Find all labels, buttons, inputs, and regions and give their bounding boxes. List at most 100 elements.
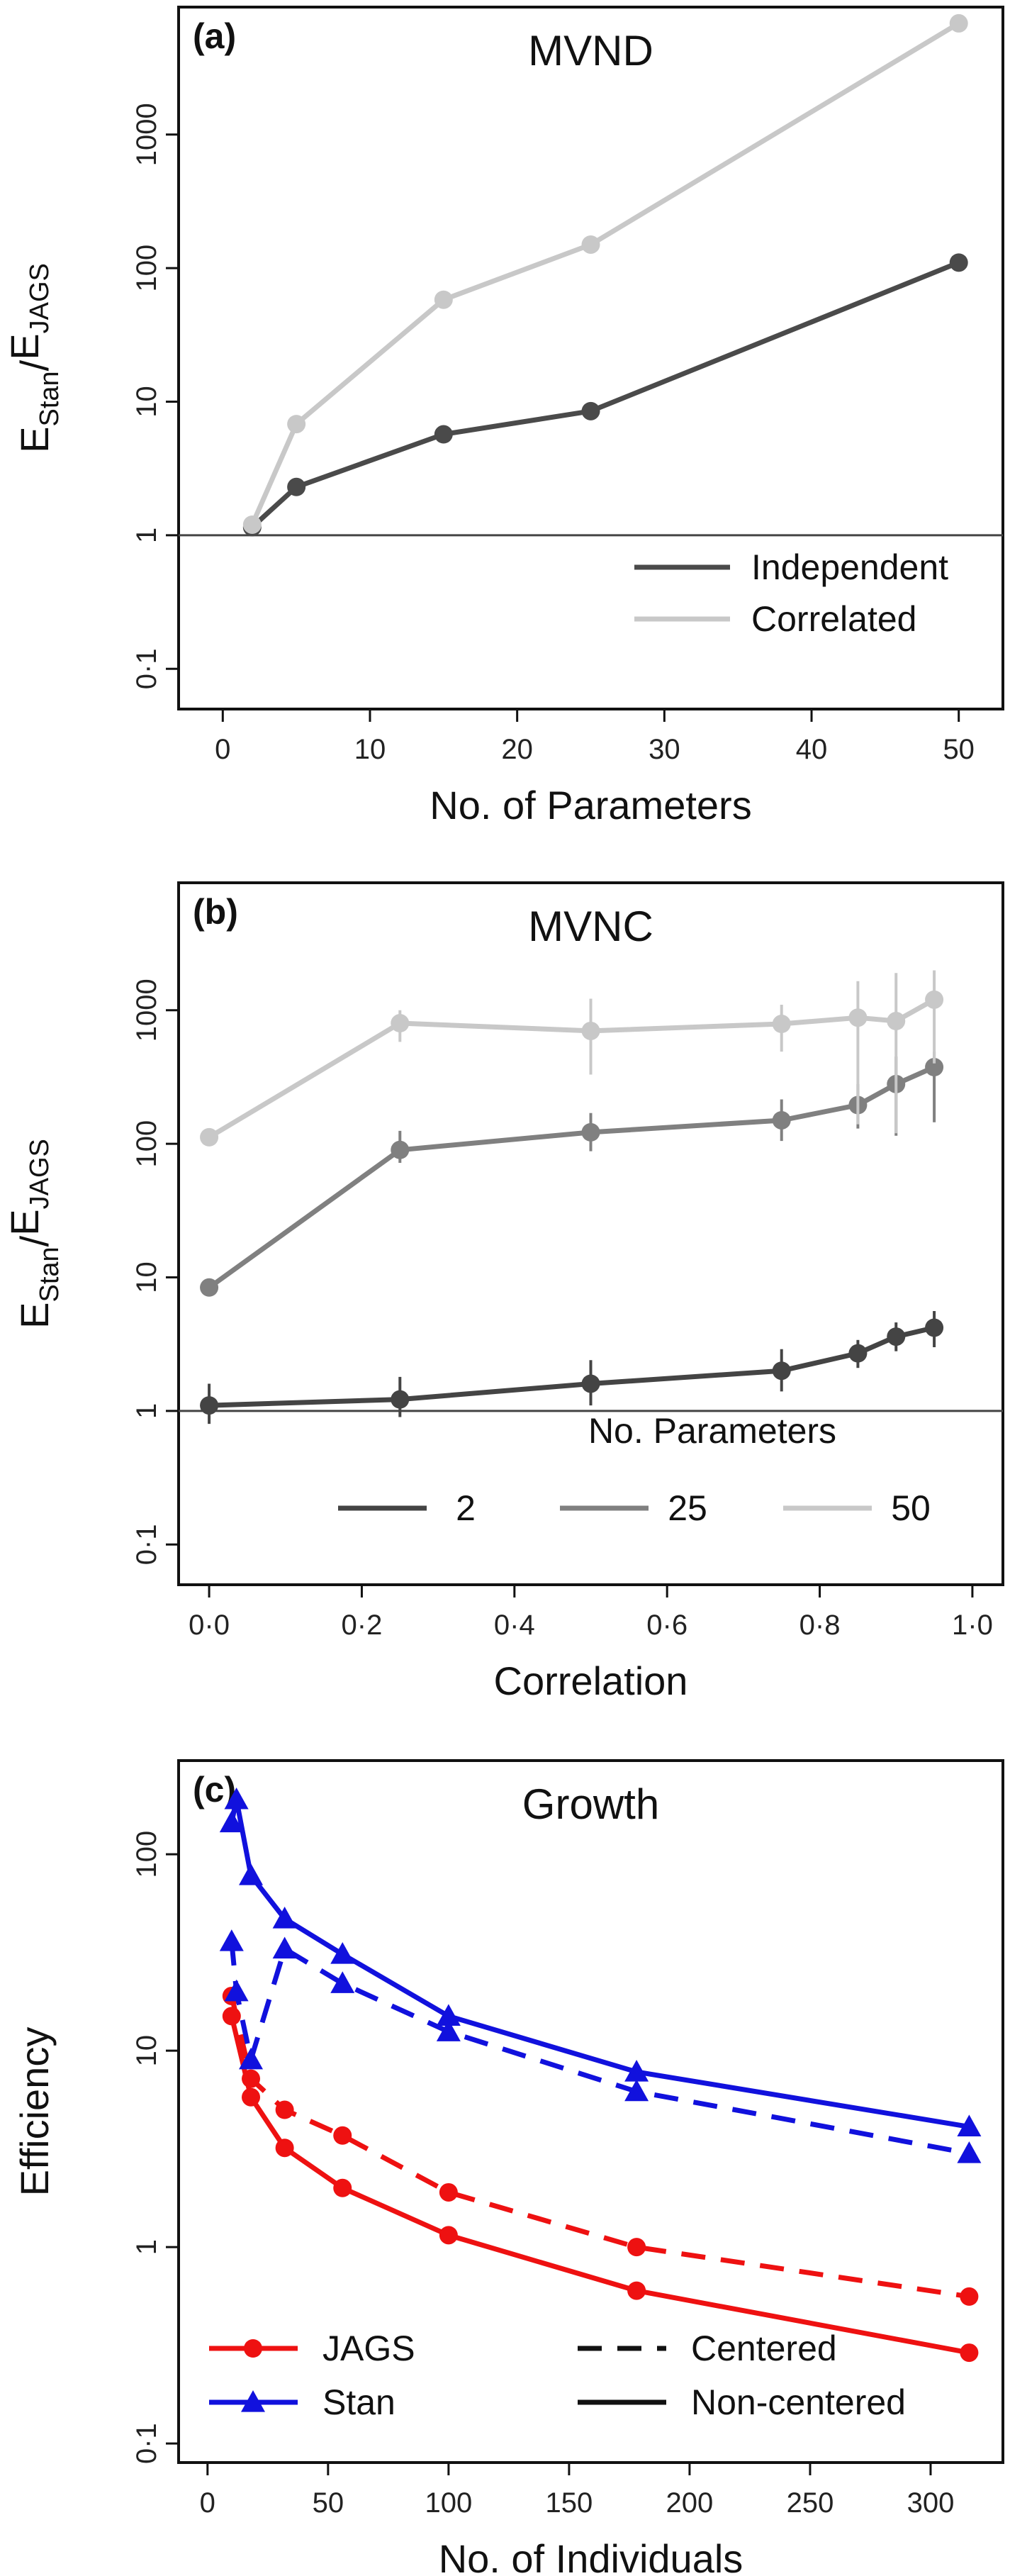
- y-tick-label: 0·1: [131, 648, 162, 689]
- legend-item-label: Non-centered: [691, 2382, 906, 2422]
- y-tick-label: 10: [131, 2035, 162, 2067]
- data-point: [391, 1140, 410, 1159]
- data-point: [439, 2226, 458, 2245]
- y-axis-label-part: /: [12, 359, 57, 371]
- y-tick-label: 10: [131, 1261, 162, 1293]
- y-axis-label-part: E: [12, 426, 57, 452]
- panel-label: (b): [193, 892, 238, 932]
- data-point: [391, 1390, 410, 1409]
- x-tick-label: 0: [200, 2487, 215, 2519]
- data-point: [239, 2047, 264, 2070]
- x-tick-label: 30: [649, 734, 680, 765]
- data-point: [848, 1344, 868, 1363]
- series-line: [208, 997, 936, 1139]
- data-point: [200, 1396, 219, 1415]
- data-point: [287, 477, 306, 496]
- panel-3: 0 50 100 150 200 250 300 0·1 1 10 100 No. of Indivi…: [12, 1759, 1004, 2576]
- data-point: [887, 1012, 906, 1031]
- y-axis-label: EStan/EJAGS: [2, 263, 64, 453]
- y-axis-label: EStan/EJAGS: [2, 1139, 64, 1329]
- x-axis-label: No. of Parameters: [430, 783, 751, 827]
- x-tick-label: 20: [501, 734, 533, 765]
- series-line: [208, 1064, 936, 1290]
- legend-item-label: JAGS: [322, 2329, 415, 2368]
- series-line: [250, 260, 960, 530]
- data-point: [239, 1863, 264, 1885]
- legend-title: No. Parameters: [588, 1411, 836, 1451]
- data-point: [391, 1014, 410, 1033]
- data-point: [222, 2007, 241, 2026]
- y-axis-label-part: E: [12, 1302, 57, 1328]
- series-independent: [242, 253, 968, 537]
- y-tick-label: 1: [131, 528, 162, 543]
- data-point: [242, 2087, 261, 2107]
- y-axis-label-subscript: Stan: [35, 371, 64, 426]
- y-tick-label: 100: [131, 1831, 162, 1878]
- x-tick-label: 0·0: [189, 1610, 230, 1641]
- panel-1: 0 10 20 30 40 50 0·1 1 10 100 1000 No. of Parameter…: [2, 6, 1004, 827]
- x-tick-label: 50: [313, 2487, 344, 2519]
- panel-title: MVNC: [528, 903, 653, 950]
- data-point: [772, 1361, 791, 1381]
- data-point: [333, 2126, 352, 2145]
- x-tick-label: 0·6: [646, 1610, 688, 1641]
- series-line: [229, 1941, 970, 2156]
- data-point: [925, 1318, 944, 1337]
- x-tick-label: 10: [354, 734, 386, 765]
- x-tick-label: 250: [787, 2487, 834, 2519]
- series-line: [249, 21, 960, 526]
- data-point: [960, 2287, 979, 2306]
- data-point: [925, 1058, 944, 1077]
- legend-item-label: 2: [456, 1488, 476, 1528]
- x-axis-label: Correlation: [494, 1658, 688, 1703]
- panel-title: Growth: [522, 1780, 659, 1828]
- data-point: [272, 1906, 297, 1929]
- panel-title: MVND: [528, 27, 653, 74]
- data-point: [627, 2238, 646, 2257]
- data-point: [772, 1110, 791, 1130]
- x-tick-label: 0·8: [799, 1610, 841, 1641]
- legend-marker: [241, 2390, 265, 2412]
- series-line: [229, 1995, 970, 2299]
- legend-item-label: 25: [668, 1488, 707, 1528]
- series-stan-centered: [219, 1929, 982, 2163]
- data-point: [272, 1936, 297, 1959]
- data-point: [581, 1122, 600, 1142]
- data-point: [224, 1787, 249, 1810]
- x-tick-label: 0·4: [494, 1610, 535, 1641]
- data-point: [333, 2178, 352, 2197]
- series-line: [229, 1797, 970, 2129]
- y-tick-label: 0·1: [131, 2423, 162, 2464]
- data-point: [436, 2019, 461, 2041]
- data-point: [957, 2141, 982, 2163]
- series-line: [208, 1325, 935, 1408]
- legend-marker: [244, 2339, 262, 2358]
- x-tick-label: 150: [546, 2487, 593, 2519]
- y-axis-label-part: E: [2, 1209, 47, 1235]
- data-point: [330, 1971, 355, 1993]
- y-axis-label-part: E: [2, 333, 47, 359]
- plot-frame: [177, 881, 1004, 1586]
- data-point: [624, 2079, 649, 2102]
- series-jags-centered: [222, 1986, 979, 2306]
- x-tick-label: 0: [215, 734, 230, 765]
- plot-frame: [177, 6, 1004, 710]
- panel-label: (a): [193, 16, 236, 56]
- x-tick-label: 40: [796, 734, 828, 765]
- x-tick-label: 300: [907, 2487, 955, 2519]
- data-point: [624, 2060, 649, 2082]
- data-point: [581, 235, 600, 254]
- data-point: [434, 290, 453, 309]
- y-tick-label: 0·1: [131, 1524, 162, 1565]
- data-point: [275, 2139, 294, 2158]
- x-tick-label: 50: [943, 734, 975, 765]
- y-tick-label: 100: [131, 245, 162, 292]
- series-jags-non-centered: [222, 2007, 979, 2363]
- x-axis-label: No. of Individuals: [439, 2536, 744, 2576]
- series-stan-non-centered: [219, 1787, 982, 2137]
- data-point: [287, 415, 306, 434]
- data-point: [439, 2182, 458, 2202]
- y-axis-label-subscript: Stan: [35, 1247, 64, 1302]
- series-25: [200, 1052, 944, 1297]
